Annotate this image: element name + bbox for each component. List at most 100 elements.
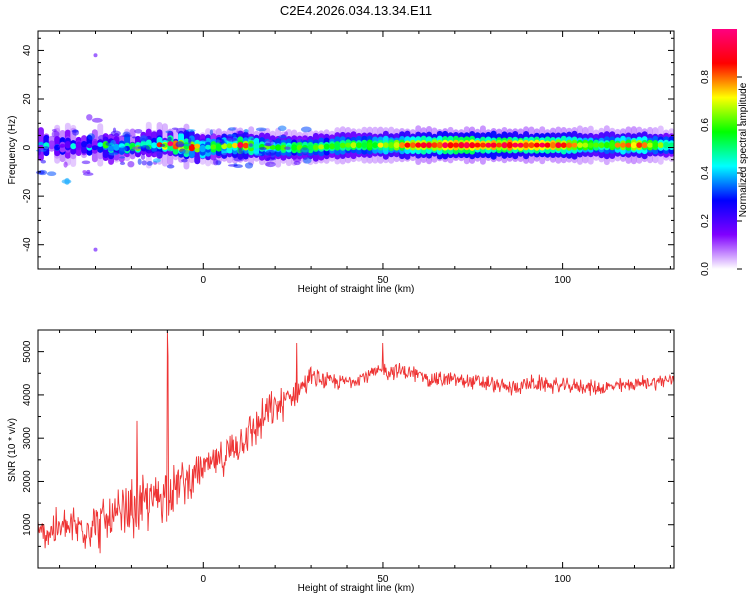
spectrogram-band-core bbox=[81, 141, 87, 148]
spectrogram-speckle bbox=[226, 137, 237, 142]
spectrogram-speckle bbox=[122, 131, 131, 138]
spectrogram-band-core bbox=[453, 142, 459, 148]
spectrogram-band-core bbox=[587, 142, 594, 148]
spectrogram-speckle bbox=[209, 129, 213, 136]
spectrogram-speckle bbox=[52, 129, 57, 132]
colorbar-tick-label: 0.6 bbox=[700, 118, 711, 132]
spectrogram-band-core bbox=[652, 142, 659, 149]
spectrogram-y-tick-label: 40 bbox=[22, 44, 33, 56]
spectrogram-speckle bbox=[153, 151, 164, 158]
spectrogram-speckle bbox=[248, 143, 253, 147]
colorbar-tick-label: 0.2 bbox=[700, 214, 711, 228]
spectrogram-speckle bbox=[167, 136, 172, 142]
snr-plot-frame bbox=[37, 329, 675, 569]
snr-x-tick-label: 100 bbox=[554, 574, 571, 585]
spectrogram-band-core bbox=[490, 142, 497, 148]
spectrogram-band-core bbox=[291, 144, 298, 151]
spectrogram-speckle bbox=[251, 138, 254, 141]
spectrogram-band-core bbox=[167, 141, 174, 147]
spectrogram-band-core bbox=[614, 142, 621, 148]
spectrogram-speckle bbox=[254, 153, 263, 156]
spectrogram-speckle bbox=[140, 145, 150, 152]
spectrogram-band-core bbox=[307, 144, 314, 151]
spectrogram-band-core bbox=[474, 142, 481, 148]
spectrogram-speckle bbox=[137, 146, 143, 149]
spectrogram-band-core bbox=[528, 142, 535, 149]
spectrogram-band-core bbox=[409, 142, 416, 148]
spectrogram-band-core bbox=[329, 143, 335, 150]
spectrogram-band-core bbox=[523, 142, 529, 149]
spectrogram-band-core bbox=[577, 142, 583, 148]
spectrogram-speckle bbox=[110, 130, 121, 137]
spectrogram-band-core bbox=[506, 142, 513, 149]
spectrogram-speckle bbox=[221, 153, 233, 156]
spectrogram-band-core bbox=[151, 142, 158, 149]
spectrogram-speckle bbox=[127, 161, 135, 168]
spectrogram-speckle bbox=[57, 145, 64, 148]
spectrogram-band-core bbox=[657, 142, 664, 149]
spectrogram-speckle bbox=[97, 134, 107, 142]
spectrogram-speckle bbox=[178, 143, 184, 147]
spectrogram-speckle bbox=[244, 162, 254, 169]
spectrogram-band-core bbox=[630, 142, 637, 149]
snr-axes: 0 50 100 1000 2000 3000 4000 5000 bbox=[22, 330, 674, 585]
spectrogram-band-core bbox=[312, 144, 319, 150]
spectrogram-speckle bbox=[119, 156, 126, 159]
spectrogram-speckle bbox=[93, 53, 98, 58]
spectrogram-band-core bbox=[323, 143, 330, 150]
spectrogram-axes: 0 50 100 40 20 0 -20 -40 bbox=[22, 31, 674, 286]
spectrogram-speckle bbox=[255, 127, 267, 132]
spectrogram-band-core bbox=[404, 142, 411, 148]
spectrogram-band-core bbox=[70, 143, 77, 150]
spectrogram-band-core bbox=[539, 142, 546, 148]
spectrogram-speckle bbox=[200, 138, 207, 142]
spectrogram-band-core bbox=[64, 141, 71, 149]
spectrogram-band-core bbox=[399, 142, 405, 149]
spectrogram-band-core bbox=[517, 142, 524, 148]
spectrogram-band-core bbox=[194, 143, 201, 149]
spectrogram-band-core bbox=[625, 142, 632, 148]
spectrogram-speckle bbox=[46, 171, 57, 176]
spectrogram-band-core bbox=[188, 144, 195, 152]
spectrogram-speckle bbox=[159, 143, 166, 147]
snr-content bbox=[38, 332, 674, 554]
spectrogram-band-core bbox=[469, 142, 476, 149]
spectrogram-band-core bbox=[237, 142, 244, 149]
spectrogram-speckle bbox=[139, 135, 148, 142]
colorbar-gradient bbox=[712, 29, 737, 269]
spectrogram-x-tick-label: 50 bbox=[377, 275, 389, 286]
spectrogram-band-core bbox=[339, 142, 346, 149]
spectrogram-band-core bbox=[544, 142, 551, 148]
spectrogram-speckle bbox=[119, 146, 128, 152]
spectrogram-speckle bbox=[82, 172, 94, 176]
spectrogram-band-core bbox=[356, 142, 362, 149]
spectrogram-speckle bbox=[81, 160, 91, 165]
spectrogram-speckle bbox=[51, 130, 60, 138]
colorbar-tick-label: 0.0 bbox=[700, 262, 711, 276]
spectrogram-band-core bbox=[97, 142, 104, 147]
spectrogram-band-core bbox=[620, 142, 626, 148]
spectrogram-y-axis-label: Frequency (Hz) bbox=[7, 116, 18, 185]
spectrogram-x-tick-label: 100 bbox=[554, 275, 571, 286]
spectrogram-speckle bbox=[264, 142, 272, 147]
spectrogram-band-core bbox=[275, 144, 282, 151]
spectrogram-speckle bbox=[91, 117, 103, 123]
spectrogram-speckle bbox=[137, 158, 142, 165]
spectrogram-y-tick-label: 0 bbox=[22, 144, 33, 150]
spectrogram-speckle bbox=[292, 157, 302, 162]
spectrogram-speckle bbox=[181, 159, 188, 163]
spectrogram-band-core bbox=[668, 142, 675, 148]
spectrogram-speckle bbox=[300, 126, 312, 133]
spectrogram-band-core bbox=[205, 144, 211, 150]
spectrogram-band-core bbox=[593, 142, 600, 148]
spectrogram-speckle bbox=[227, 134, 237, 137]
snr-x-tick-label: 50 bbox=[377, 574, 389, 585]
spectrogram-speckle bbox=[300, 147, 309, 155]
spectrogram-speckle bbox=[266, 157, 277, 161]
spectrogram-speckle bbox=[146, 161, 153, 166]
spectrogram-speckle bbox=[215, 139, 221, 144]
spectrogram-band-core bbox=[501, 142, 508, 149]
spectrogram-speckle bbox=[228, 127, 236, 131]
snr-y-tick-label: 2000 bbox=[22, 470, 33, 493]
spectrogram-band-core bbox=[463, 142, 470, 149]
